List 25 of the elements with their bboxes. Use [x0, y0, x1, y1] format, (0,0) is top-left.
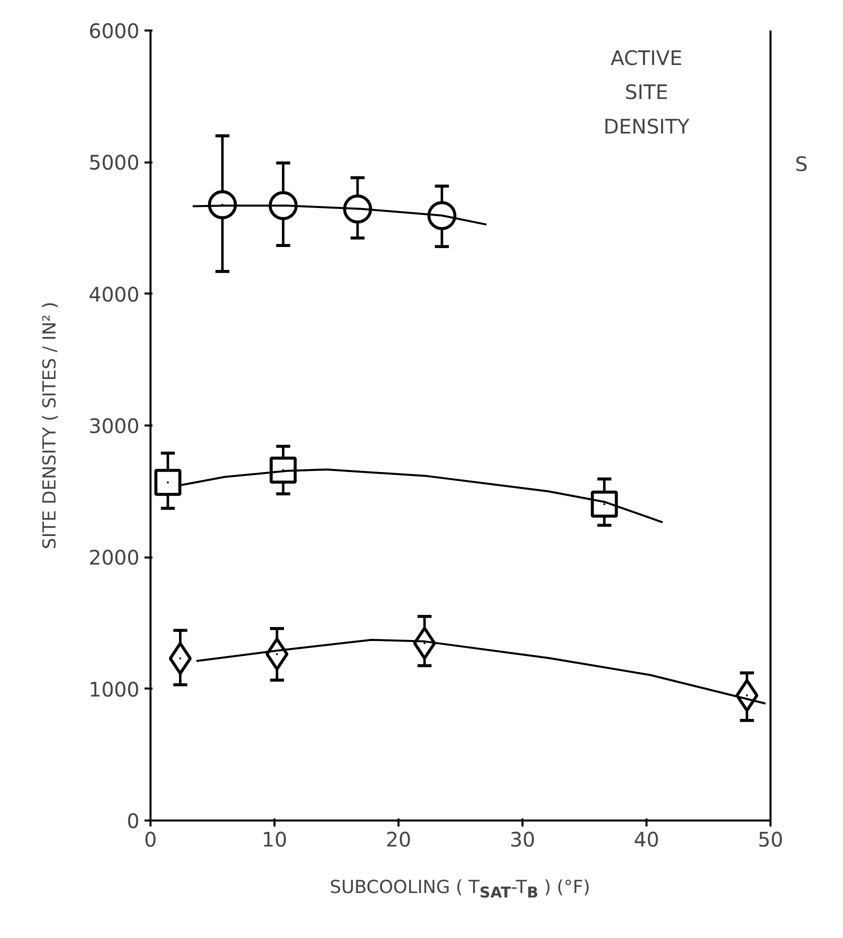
x-tick-label: 40	[634, 828, 660, 852]
text: S	[795, 151, 808, 178]
y-tick-label: 4000	[88, 282, 140, 306]
annotation: DENSITY	[603, 114, 690, 138]
x-tick-label: 10	[262, 828, 288, 852]
point	[270, 456, 297, 484]
point	[168, 642, 192, 675]
y-tick-label: 2000	[88, 546, 140, 570]
x-axis-title: SUBCOOLING ( T$_{SAT}$-T$_{B}$ ) (°F)	[330, 876, 590, 904]
y-axis-title: SITE DENSITY ( SITES / IN² )	[40, 302, 61, 550]
y-tick-label: 1000	[88, 677, 140, 702]
y-tick-label: 5000	[88, 150, 140, 175]
x-tick-label: 20	[386, 828, 412, 852]
x-tick-label: 50	[758, 828, 784, 852]
point	[154, 468, 182, 496]
x-tick-label: 30	[510, 828, 536, 852]
y-tick-label: 3000	[88, 414, 140, 438]
annotation: ACTIVE	[610, 46, 682, 70]
point	[268, 191, 298, 220]
y-tick-label: 6000	[88, 19, 140, 43]
point	[590, 490, 618, 518]
point	[343, 194, 372, 224]
x-tick-label: 0	[144, 828, 157, 852]
y-tick-label: 0	[126, 809, 140, 833]
annotation: SITE	[624, 80, 668, 104]
